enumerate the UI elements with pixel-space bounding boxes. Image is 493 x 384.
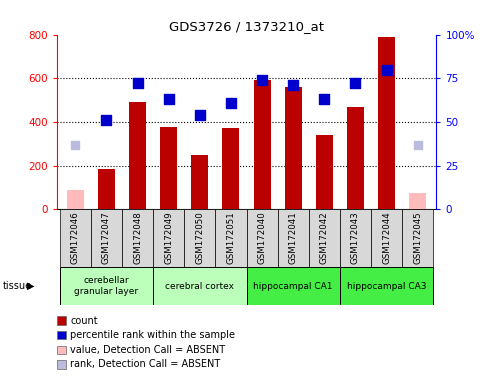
Bar [253,80,271,209]
Point [383,66,390,73]
Text: GSM172050: GSM172050 [195,211,204,264]
Bar [67,190,84,209]
Bar [129,102,146,209]
Text: count: count [70,316,98,326]
Point [103,117,110,123]
Bar [409,193,426,209]
Bar [153,267,246,305]
Bar [316,136,333,209]
Text: cerebral cortex: cerebral cortex [165,281,234,291]
Point [352,80,359,86]
Bar [122,209,153,267]
Bar [309,209,340,267]
Bar [402,209,433,267]
Text: GSM172047: GSM172047 [102,211,111,264]
Bar [160,127,177,209]
Text: rank, Detection Call = ABSENT: rank, Detection Call = ABSENT [70,359,221,369]
Text: GSM172051: GSM172051 [226,211,236,264]
Bar [246,209,278,267]
Text: cerebellar
granular layer: cerebellar granular layer [74,276,139,296]
Point [165,96,173,102]
Point [289,82,297,88]
Text: GSM172046: GSM172046 [71,211,80,264]
Bar [371,209,402,267]
Bar [340,209,371,267]
Bar [153,209,184,267]
Point [258,77,266,83]
Text: value, Detection Call = ABSENT: value, Detection Call = ABSENT [70,345,226,355]
Text: GSM172048: GSM172048 [133,211,142,264]
Bar [215,209,246,267]
Bar [91,209,122,267]
Bar [191,155,209,209]
Point [227,99,235,106]
Text: GSM172042: GSM172042 [320,211,329,264]
Text: GSM172041: GSM172041 [289,211,298,264]
Text: ▶: ▶ [27,281,35,291]
Text: GSM172049: GSM172049 [164,211,173,264]
Title: GDS3726 / 1373210_at: GDS3726 / 1373210_at [169,20,324,33]
Text: percentile rank within the sample: percentile rank within the sample [70,330,236,340]
Bar [98,169,115,209]
Bar [60,209,91,267]
Text: hippocampal CA1: hippocampal CA1 [253,281,333,291]
Text: GSM172044: GSM172044 [382,211,391,264]
Bar [60,267,153,305]
Text: GSM172045: GSM172045 [413,211,422,264]
Bar [278,209,309,267]
Text: GSM172040: GSM172040 [257,211,267,264]
Bar [340,267,433,305]
Text: hippocampal CA3: hippocampal CA3 [347,281,426,291]
Text: tissue: tissue [2,281,32,291]
Bar [284,87,302,209]
Bar [184,209,215,267]
Bar [222,129,240,209]
Bar [378,37,395,209]
Text: GSM172043: GSM172043 [351,211,360,264]
Bar [347,107,364,209]
Point [320,96,328,102]
Point [414,142,422,148]
Bar [246,267,340,305]
Point [196,112,204,118]
Point [71,142,79,148]
Point [134,80,141,86]
